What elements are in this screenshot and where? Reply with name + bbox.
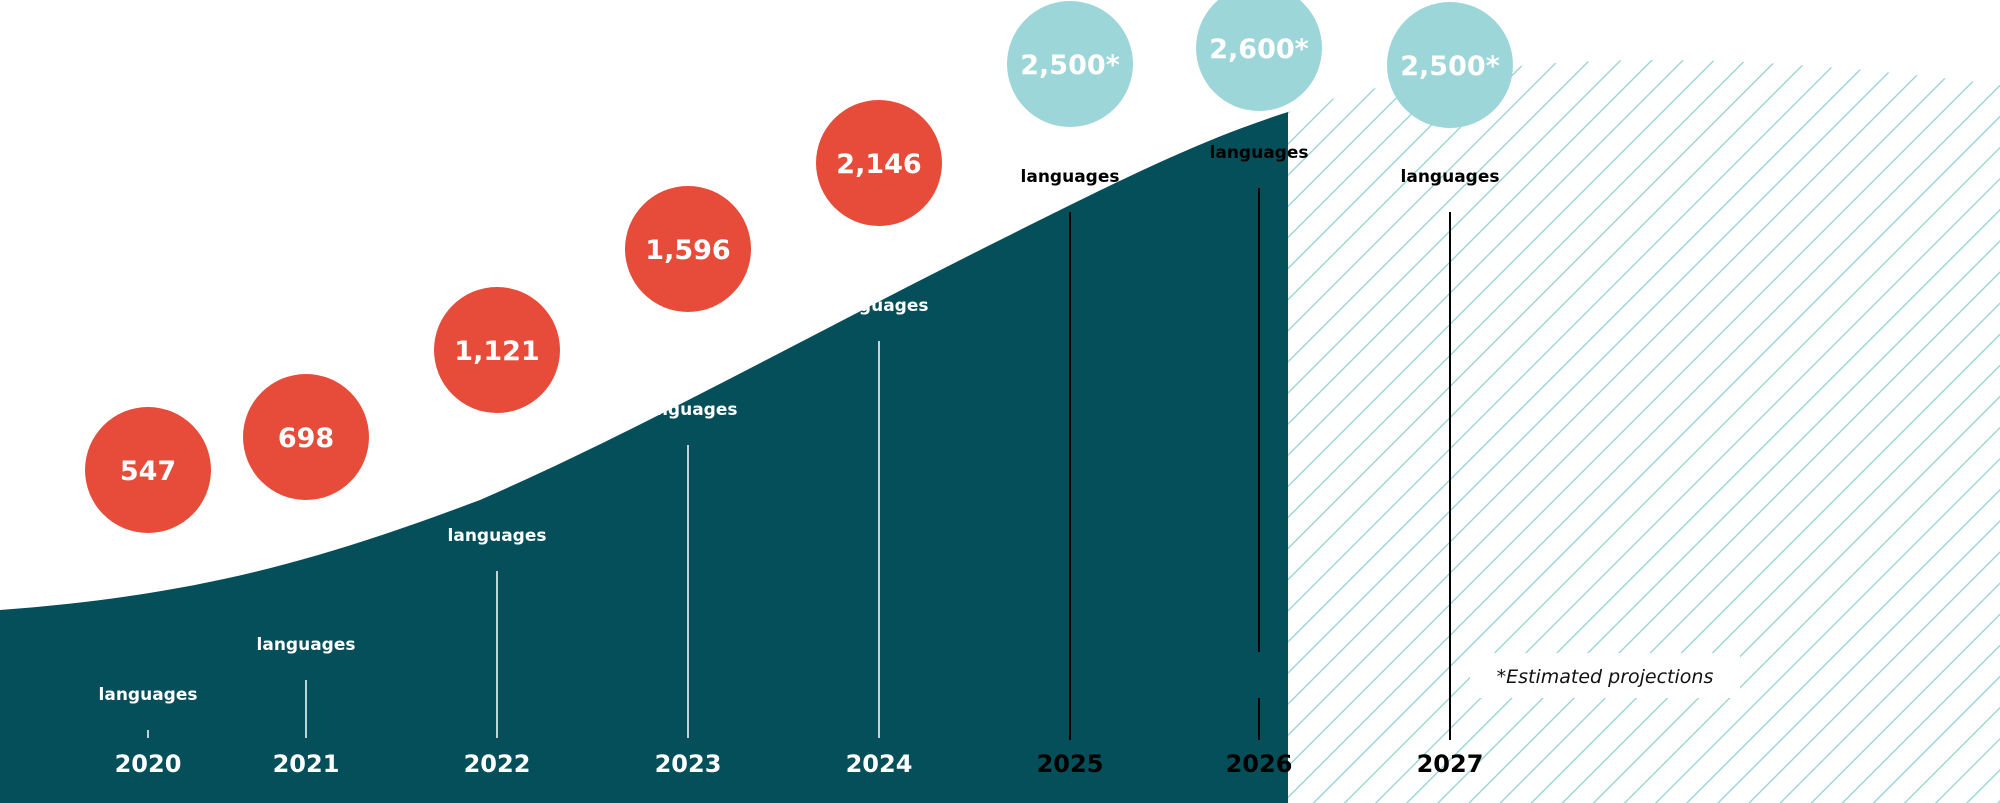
projection-note: *Estimated projections bbox=[1497, 666, 1714, 688]
year-label-2021: 2021 bbox=[273, 750, 340, 778]
value-marker-2022 bbox=[434, 287, 560, 413]
year-label-2024: 2024 bbox=[846, 750, 913, 778]
year-label-2023: 2023 bbox=[655, 750, 722, 778]
value-label-2021: 698 bbox=[278, 423, 334, 454]
unit-label: languages bbox=[1021, 167, 1120, 187]
year-label-2027: 2027 bbox=[1417, 750, 1484, 778]
unit-label: languages bbox=[1210, 143, 1309, 163]
value-label-2027: 2,500* bbox=[1400, 51, 1500, 82]
value-marker-2026 bbox=[1196, 0, 1322, 111]
year-label-2020: 2020 bbox=[115, 750, 182, 778]
value-label-2020: 547 bbox=[120, 456, 176, 487]
year-label-2025: 2025 bbox=[1037, 750, 1104, 778]
value-marker-2023 bbox=[625, 186, 751, 312]
unit-label: languages bbox=[257, 635, 356, 655]
value-label-2022: 1,121 bbox=[454, 336, 539, 367]
note-background bbox=[1470, 653, 1740, 698]
value-marker-2027 bbox=[1387, 2, 1513, 128]
value-marker-2021 bbox=[243, 374, 369, 500]
value-label-2024: 2,146 bbox=[836, 149, 921, 180]
value-label-2023: 1,596 bbox=[645, 235, 730, 266]
unit-label: languages bbox=[1401, 167, 1500, 187]
value-label-2025: 2,500* bbox=[1020, 50, 1120, 81]
value-marker-2024 bbox=[816, 100, 942, 226]
unit-label: languages bbox=[639, 400, 738, 420]
year-label-2022: 2022 bbox=[464, 750, 531, 778]
unit-label: languages bbox=[830, 296, 929, 316]
value-label-2026: 2,600* bbox=[1209, 34, 1309, 65]
projection-hatched-area bbox=[1288, 60, 2000, 803]
value-marker-2025 bbox=[1007, 1, 1133, 127]
actual-area bbox=[0, 112, 1288, 803]
value-marker-2020 bbox=[85, 407, 211, 533]
year-label-2026: 2026 bbox=[1226, 750, 1293, 778]
unit-label: languages bbox=[448, 526, 547, 546]
unit-label: languages bbox=[99, 685, 198, 705]
